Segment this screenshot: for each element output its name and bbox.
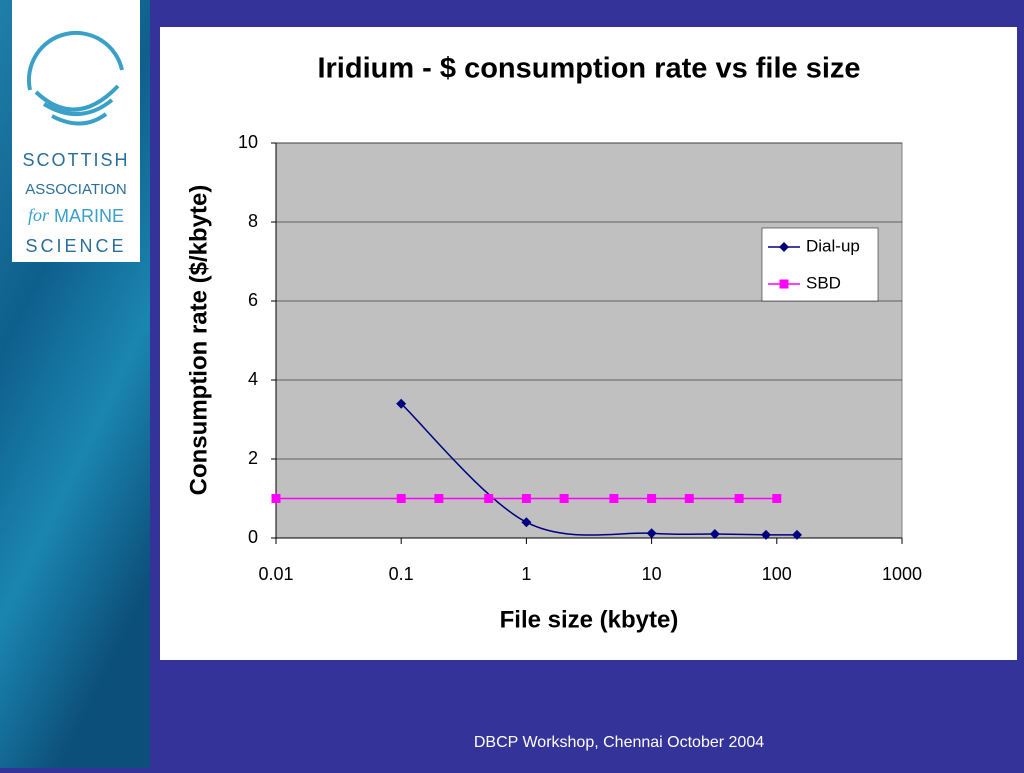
data-point [521, 494, 531, 503]
x-tick-label: 100 [762, 564, 792, 584]
data-point [521, 517, 532, 528]
data-point [646, 528, 657, 539]
logo-text: SCIENCE [25, 236, 126, 256]
data-point [484, 494, 494, 503]
logo-text: ASSOCIATION [25, 181, 126, 198]
plot: 0 2 4 6 8 10 0.01 0.1 1 10 100 1000 Dial-up SBD [238, 132, 922, 584]
logo-text: SCOTTISH [22, 150, 129, 170]
logo-text: for [28, 205, 50, 225]
legend-marker [779, 279, 789, 289]
y-tick-label: 0 [248, 527, 258, 547]
x-tick-label: 0.1 [389, 564, 414, 584]
data-point [396, 398, 407, 409]
logo-text: MARINE [54, 206, 124, 226]
data-point [271, 494, 281, 503]
y-tick-label: 8 [248, 211, 258, 231]
y-tick-label: 6 [248, 290, 258, 310]
logo-icon [26, 30, 124, 126]
data-point [709, 529, 720, 540]
logo-box [12, 0, 140, 262]
data-point [734, 494, 744, 503]
y-axis-title: Consumption rate ($/kbyte) [185, 185, 212, 496]
x-axis-title: File size (kbyte) [500, 606, 679, 633]
x-tick-label: 10 [642, 564, 662, 584]
x-tick-label: 0.01 [258, 564, 293, 584]
y-tick-label: 4 [248, 369, 258, 389]
data-point [684, 494, 694, 503]
x-tick-label: 1 [521, 564, 531, 584]
data-point [609, 494, 619, 503]
data-point [434, 494, 444, 503]
logo-text: for MARINE [28, 205, 124, 226]
legend-box [761, 227, 879, 302]
data-point [772, 494, 782, 503]
plot-area [275, 142, 903, 539]
y-tick-label: 10 [238, 132, 258, 152]
legend-label: SBD [806, 273, 841, 292]
footer: DBCP Workshop, Chennai October 2004 [474, 734, 764, 751]
data-point [559, 494, 569, 503]
x-tick-label: 1000 [882, 564, 922, 584]
chart-title: Iridium - $ consumption rate vs file siz… [317, 53, 860, 85]
y-tick-label: 2 [248, 448, 258, 468]
data-point [647, 494, 657, 503]
data-point [761, 529, 772, 540]
data-point [792, 529, 803, 540]
data-point [396, 494, 406, 503]
legend-label: Dial-up [806, 236, 860, 255]
legend-marker [779, 242, 789, 252]
